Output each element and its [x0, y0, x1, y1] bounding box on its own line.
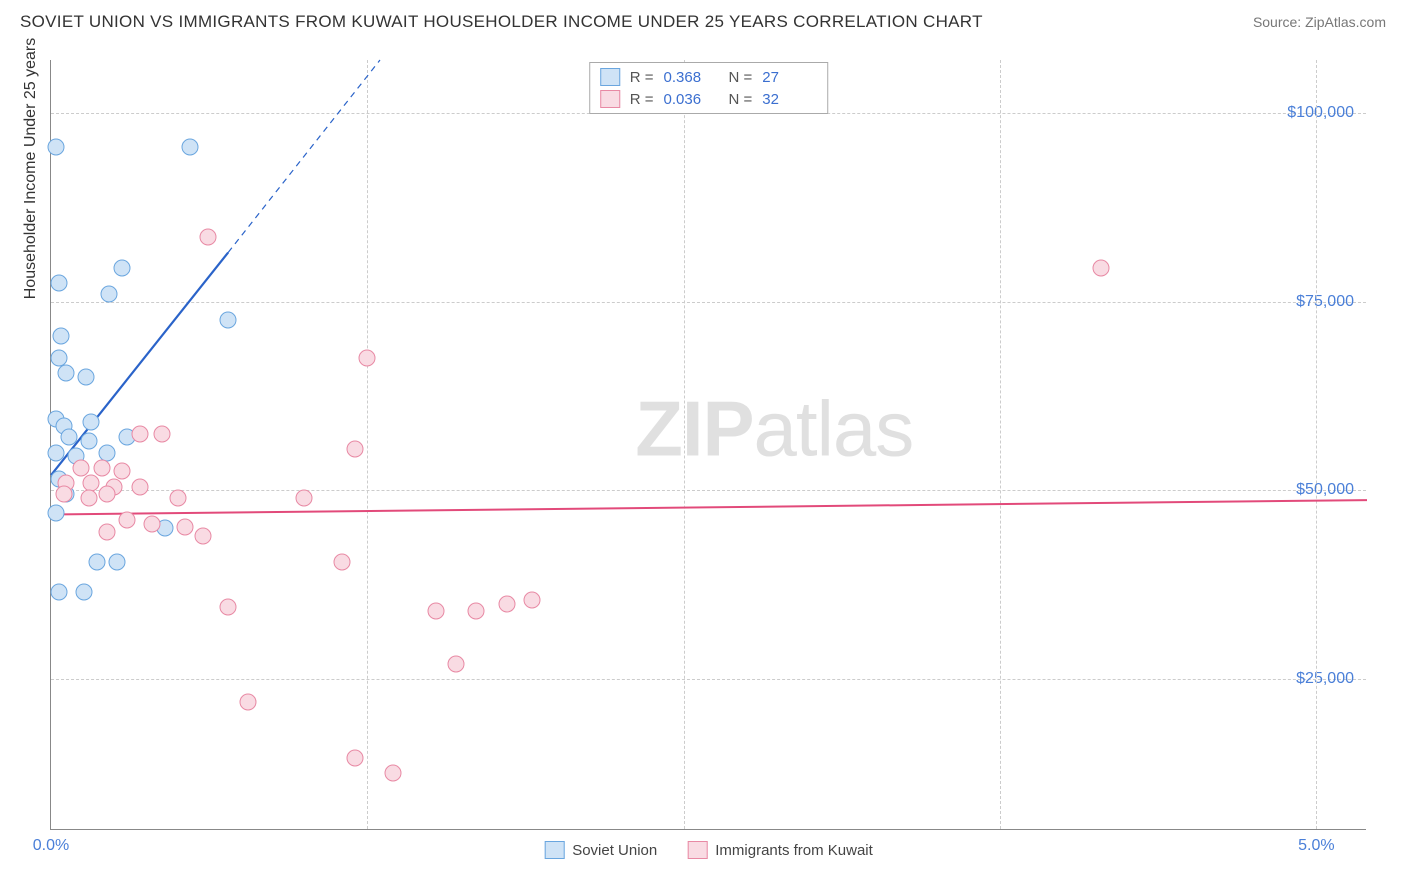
scatter-point-kuwait: [359, 350, 376, 367]
legend-series-item: Immigrants from Kuwait: [687, 841, 873, 859]
scatter-point-kuwait: [427, 603, 444, 620]
legend-series: Soviet Union Immigrants from Kuwait: [544, 841, 873, 859]
scatter-point-soviet: [53, 327, 70, 344]
scatter-point-kuwait: [296, 489, 313, 506]
legend-stat-row: R = 0.368 N = 27: [600, 66, 818, 88]
scatter-point-soviet: [83, 414, 100, 431]
chart-title: SOVIET UNION VS IMMIGRANTS FROM KUWAIT H…: [20, 12, 983, 32]
legend-r-label: R =: [630, 91, 654, 108]
legend-r-value: 0.368: [664, 69, 719, 86]
legend-r-value: 0.036: [664, 91, 719, 108]
scatter-point-kuwait: [1093, 259, 1110, 276]
scatter-point-kuwait: [169, 489, 186, 506]
legend-series-label: Immigrants from Kuwait: [715, 842, 873, 859]
trend-line: [228, 60, 380, 253]
chart-header: SOVIET UNION VS IMMIGRANTS FROM KUWAIT H…: [0, 0, 1406, 40]
scatter-point-kuwait: [498, 595, 515, 612]
scatter-point-kuwait: [144, 516, 161, 533]
scatter-point-soviet: [48, 504, 65, 521]
scatter-point-kuwait: [98, 486, 115, 503]
scatter-point-soviet: [50, 584, 67, 601]
scatter-point-soviet: [80, 433, 97, 450]
legend-swatch: [687, 841, 707, 859]
scatter-point-soviet: [48, 444, 65, 461]
trend-line: [51, 500, 1367, 514]
scatter-point-kuwait: [131, 478, 148, 495]
scatter-point-kuwait: [98, 523, 115, 540]
scatter-point-soviet: [78, 369, 95, 386]
scatter-point-soviet: [58, 365, 75, 382]
chart-plot-area: ZIPatlas $25,000$50,000$75,000$100,0000.…: [50, 60, 1366, 830]
scatter-point-kuwait: [346, 440, 363, 457]
scatter-point-kuwait: [83, 474, 100, 491]
legend-stats: R = 0.368 N = 27 R = 0.036 N = 32: [589, 62, 829, 114]
y-axis-title: Householder Income Under 25 years: [22, 38, 40, 299]
scatter-point-kuwait: [384, 765, 401, 782]
scatter-point-kuwait: [346, 750, 363, 767]
scatter-point-soviet: [60, 429, 77, 446]
legend-swatch: [600, 90, 620, 108]
scatter-point-kuwait: [177, 518, 194, 535]
scatter-point-kuwait: [73, 459, 90, 476]
scatter-point-soviet: [48, 138, 65, 155]
scatter-point-soviet: [182, 138, 199, 155]
scatter-point-kuwait: [131, 425, 148, 442]
scatter-point-kuwait: [334, 554, 351, 571]
scatter-point-kuwait: [194, 527, 211, 544]
scatter-point-soviet: [108, 554, 125, 571]
legend-n-value: 32: [762, 91, 817, 108]
legend-swatch: [544, 841, 564, 859]
trend-lines: [51, 60, 1366, 829]
scatter-point-soviet: [50, 274, 67, 291]
scatter-point-kuwait: [220, 599, 237, 616]
scatter-point-soviet: [101, 286, 118, 303]
x-tick-label: 5.0%: [1298, 837, 1334, 855]
scatter-point-kuwait: [118, 512, 135, 529]
scatter-point-soviet: [220, 312, 237, 329]
legend-swatch: [600, 68, 620, 86]
legend-n-value: 27: [762, 69, 817, 86]
scatter-point-soviet: [75, 584, 92, 601]
legend-n-label: N =: [729, 91, 753, 108]
legend-series-label: Soviet Union: [572, 842, 657, 859]
scatter-point-kuwait: [93, 459, 110, 476]
scatter-point-kuwait: [199, 229, 216, 246]
chart-source: Source: ZipAtlas.com: [1253, 14, 1386, 30]
scatter-point-kuwait: [55, 486, 72, 503]
scatter-point-kuwait: [523, 591, 540, 608]
scatter-point-soviet: [88, 554, 105, 571]
legend-stat-row: R = 0.036 N = 32: [600, 88, 818, 110]
scatter-point-kuwait: [240, 693, 257, 710]
x-tick-label: 0.0%: [33, 837, 69, 855]
legend-n-label: N =: [729, 69, 753, 86]
scatter-point-kuwait: [154, 425, 171, 442]
scatter-point-kuwait: [468, 603, 485, 620]
scatter-point-soviet: [113, 259, 130, 276]
scatter-point-kuwait: [447, 655, 464, 672]
scatter-point-kuwait: [80, 489, 97, 506]
legend-r-label: R =: [630, 69, 654, 86]
legend-series-item: Soviet Union: [544, 841, 657, 859]
